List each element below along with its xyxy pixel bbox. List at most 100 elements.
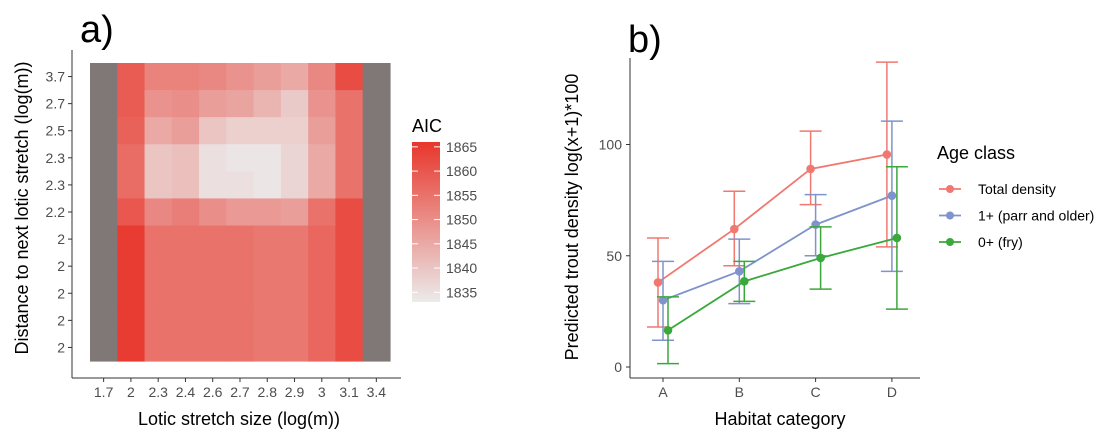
line-x-tick-label: D (887, 384, 897, 400)
heatmap-cell (144, 90, 173, 118)
heatmap-cell (117, 171, 146, 200)
colorbar-tick-label: 1850 (446, 212, 477, 228)
series-line (662, 194, 893, 302)
heatmap-cell (335, 171, 364, 200)
heatmap-cell (144, 144, 173, 172)
colorbar (412, 142, 440, 302)
data-point (806, 164, 815, 174)
data-point (887, 191, 897, 200)
heatmap-cell (362, 333, 391, 362)
line-x-tick-label: A (658, 384, 668, 400)
heatmap-cell (308, 198, 337, 227)
heatmap-y-tick-label: 2.2 (46, 204, 66, 220)
heatmap-cell (308, 333, 337, 362)
heatmap-cell (280, 198, 309, 227)
heatmap-cell (308, 117, 337, 145)
heatmap-x-tick-label: 2.8 (258, 384, 278, 400)
heatmap-y-ticks: 3.7 2.7 2.5 2.3 2.3 2.2 2 2 2 2 2 (46, 69, 72, 355)
heatmap-y-tick-label: 2.7 (46, 96, 66, 112)
heatmap-cell (199, 90, 227, 118)
legend-key-point (946, 238, 954, 246)
heatmap-cell (335, 333, 364, 362)
heatmap-cell (90, 117, 118, 145)
heatmap-cell (171, 306, 200, 335)
panel-a-label: a) (80, 9, 114, 51)
heatmap-y-tick-label: 2.5 (46, 123, 66, 139)
colorbar-tick-label: 1855 (446, 187, 477, 203)
heatmap-cell (308, 279, 337, 308)
heatmap-cell (199, 198, 227, 227)
heatmap-x-tick-label: 2.9 (285, 384, 305, 400)
legend-label: 0+ (fry) (978, 234, 1023, 250)
data-point (735, 267, 744, 276)
colorbar-tick-label: 1835 (446, 284, 477, 300)
legend-label: Total density (978, 181, 1056, 197)
heatmap-cell (90, 306, 118, 335)
series-group (652, 120, 903, 342)
heatmap-y-title: Distance to next lotic stretch (log(m)) (12, 61, 32, 354)
heatmap-cell (117, 279, 146, 308)
line-y-tick-label: 100 (599, 137, 623, 153)
heatmap-cell (171, 63, 200, 91)
heatmap-cell (171, 252, 200, 281)
heatmap-cell (117, 63, 146, 91)
heatmap-x-tick-label: 3.4 (367, 384, 387, 400)
heatmap-cell (308, 306, 337, 335)
heatmap-cell (144, 306, 173, 335)
data-point (663, 325, 673, 335)
heatmap-x-tick-label: 2.7 (230, 384, 250, 400)
heatmap-cell (117, 252, 146, 281)
heatmap-x-tick-label: 1.7 (94, 384, 114, 400)
heatmap-cell (335, 117, 364, 145)
heatmap-cell (280, 63, 309, 91)
line-x-tick-label: B (735, 384, 744, 400)
line-y-tick-label: 50 (606, 248, 622, 264)
heatmap-cell (199, 252, 227, 281)
heatmap-cell (308, 171, 337, 200)
heatmap-cell (308, 225, 337, 254)
heatmap-cell (117, 90, 146, 118)
line-y-tick-label: 0 (614, 359, 622, 375)
series-line (657, 153, 888, 284)
heatmap-cell (90, 90, 118, 118)
series-legend: Total density 1+ (parr and older) 0+ (fry) (939, 181, 1094, 250)
heatmap-cell (199, 333, 227, 362)
heatmap-cell (335, 90, 364, 118)
heatmap-cell (171, 198, 200, 227)
data-point (658, 295, 668, 305)
heatmap-cell (280, 252, 309, 281)
heatmap-y-tick-label: 2 (57, 258, 65, 274)
data-point (882, 150, 892, 159)
heatmap-cell (117, 198, 146, 227)
heatmap-y-tick-label: 2 (57, 339, 65, 355)
heatmap-cell (280, 171, 309, 200)
line-x-title: Habitat category (714, 409, 845, 429)
heatmap-cell (199, 225, 227, 254)
heatmap-cell (280, 144, 309, 172)
heatmap-cell (171, 333, 200, 362)
heatmap-cell (199, 144, 227, 172)
heatmap-cell (335, 279, 364, 308)
heatmap-cell (362, 117, 391, 145)
series-legend-title: Age class (937, 143, 1015, 163)
heatmap-cell (171, 279, 200, 308)
heatmap-cell (199, 63, 227, 91)
heatmap-y-tick-label: 2.3 (46, 177, 66, 193)
heatmap-y-tick-label: 2 (57, 312, 65, 328)
heatmap-cell (90, 63, 118, 91)
heatmap-cell (90, 171, 118, 200)
data-point (892, 233, 902, 243)
heatmap-cell (117, 225, 146, 254)
heatmap-cell (144, 333, 173, 362)
heatmap-cell (90, 198, 118, 227)
heatmap-cells (90, 63, 391, 362)
heatmap-cell (171, 171, 200, 200)
colorbar-tick-label: 1865 (446, 139, 477, 155)
heatmap-cell (171, 117, 200, 145)
heatmap-cell (335, 306, 364, 335)
heatmap-cell (90, 279, 118, 308)
line-x-tick-label: C (811, 384, 821, 400)
heatmap-cell (362, 90, 391, 118)
heatmap-cell (308, 144, 337, 172)
